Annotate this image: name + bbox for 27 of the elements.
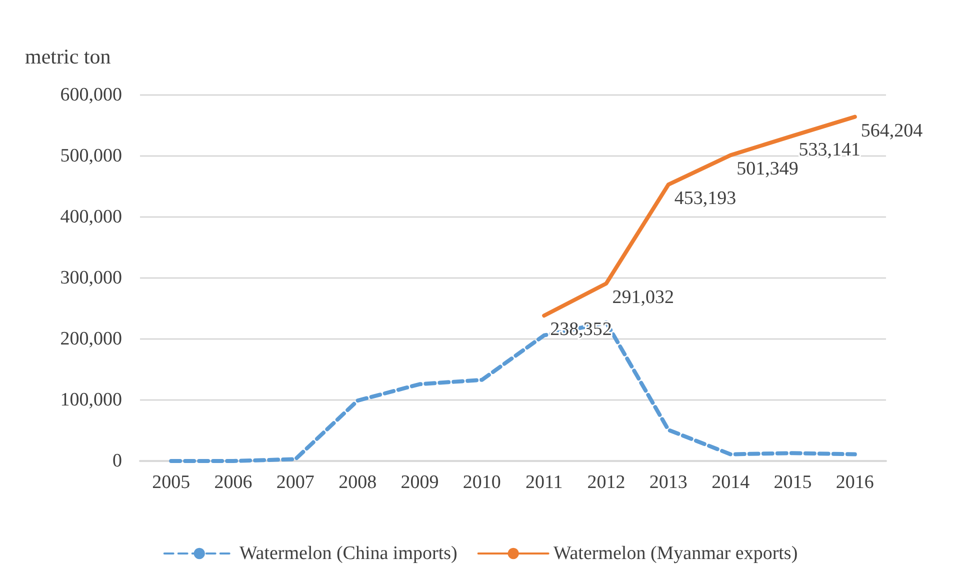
x-tick-label: 2014 xyxy=(712,472,750,493)
x-tick-label: 2005 xyxy=(152,472,190,493)
data-label: 533,141 xyxy=(798,139,860,160)
y-tick-label: 400,000 xyxy=(60,206,122,228)
legend-label: Watermelon (Myanmar exports) xyxy=(553,543,798,564)
y-tick-label: 600,000 xyxy=(60,84,122,106)
y-tick-label: 200,000 xyxy=(60,328,122,350)
legend-label: Watermelon (China imports) xyxy=(239,543,458,564)
data-label: 453,193 xyxy=(674,188,736,210)
x-tick-label: 2012 xyxy=(587,472,626,493)
y-tick-label: 0 xyxy=(112,450,122,472)
x-tick-label: 2010 xyxy=(462,472,501,493)
y-tick-label: 300,000 xyxy=(60,268,122,288)
x-tick-label: 2016 xyxy=(836,472,874,493)
data-label: 501,349 xyxy=(736,158,798,180)
x-tick-label: 2013 xyxy=(649,472,688,493)
x-tick-label: 2006 xyxy=(214,472,252,493)
y-axis-title: metric ton xyxy=(25,44,112,68)
x-tick-label: 2007 xyxy=(276,472,314,493)
x-tick-label: 2008 xyxy=(338,472,377,493)
x-tick-label: 2011 xyxy=(525,472,563,493)
x-tick-label: 2009 xyxy=(400,472,439,493)
y-tick-label: 500,000 xyxy=(60,146,122,166)
x-tick-label: 2015 xyxy=(774,472,812,493)
data-label: 564,204 xyxy=(860,120,924,142)
data-label: 291,032 xyxy=(612,286,674,308)
y-tick-label: 100,000 xyxy=(60,390,122,410)
